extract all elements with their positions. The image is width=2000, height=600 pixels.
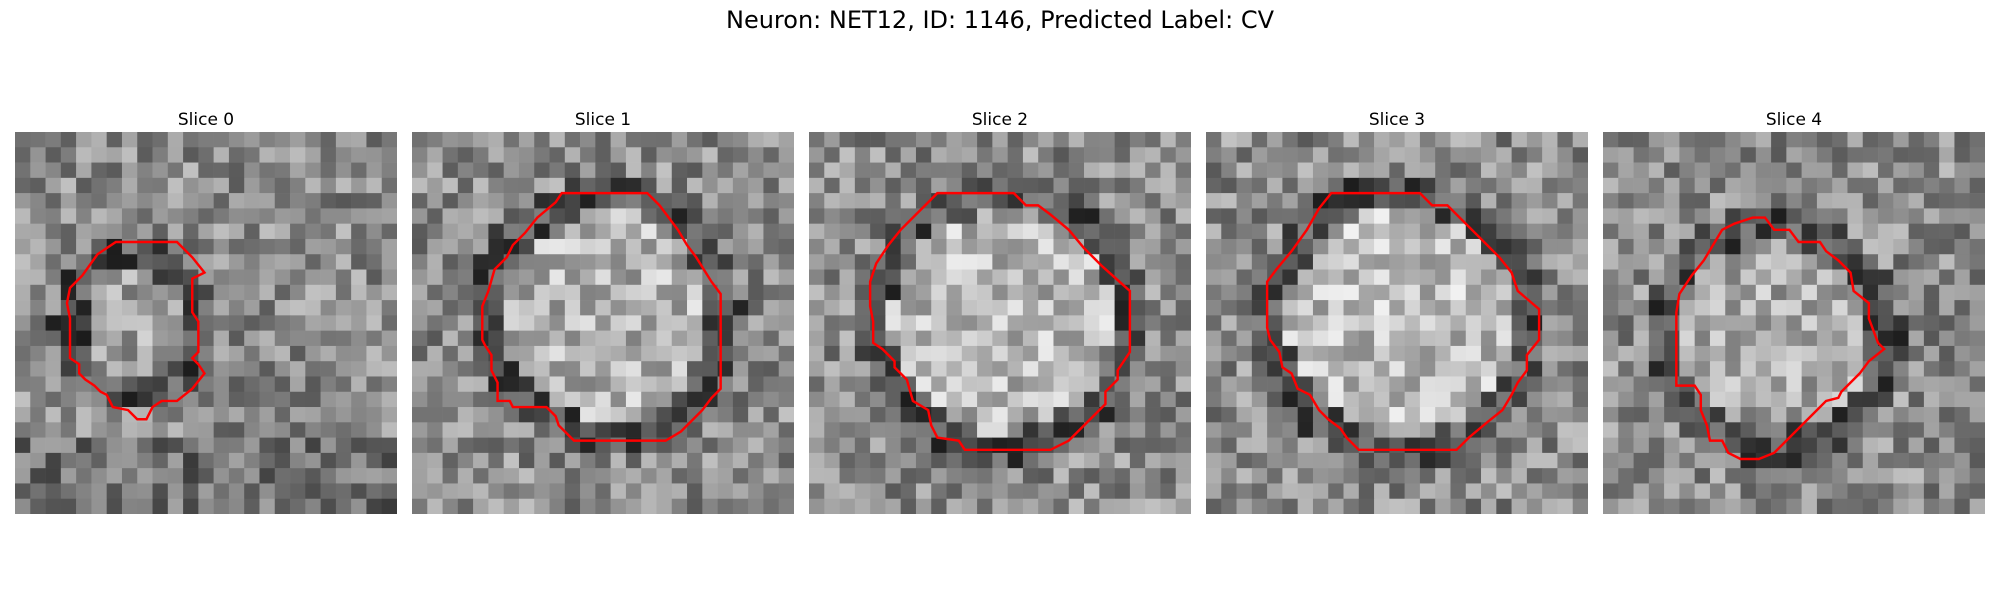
slice-1-image (412, 132, 794, 514)
slice-panel-4: Slice 4 (1603, 108, 1985, 514)
slice-4-contour (1675, 216, 1886, 461)
slice-4-image (1603, 132, 1985, 514)
slice-panel-0: Slice 0 (15, 108, 397, 514)
slice-0-title: Slice 0 (177, 110, 235, 130)
slice-3-contour (1265, 191, 1541, 452)
slice-1-pixels (412, 132, 794, 514)
slice-1-contour (481, 191, 722, 442)
slice-3-pixels (1206, 132, 1588, 514)
slice-panel-1: Slice 1 (412, 108, 794, 514)
slice-2-image (809, 132, 1191, 514)
slice-0-contour (65, 240, 207, 421)
slice-0-pixels (15, 132, 397, 514)
slice-2-pixels (809, 132, 1191, 514)
slice-panel-3: Slice 3 (1206, 108, 1588, 514)
slice-1-title: Slice 1 (574, 110, 632, 130)
slice-panel-2: Slice 2 (809, 108, 1191, 514)
figure-title: Neuron: NET12, ID: 1146, Predicted Label… (726, 6, 1274, 34)
slice-2-contour (868, 191, 1132, 452)
slice-4-pixels (1603, 132, 1985, 514)
slice-3-title: Slice 3 (1368, 110, 1426, 130)
slice-4-title: Slice 4 (1765, 110, 1823, 130)
slice-3-image (1206, 132, 1588, 514)
slice-0-image (15, 132, 397, 514)
slice-2-title: Slice 2 (971, 110, 1029, 130)
